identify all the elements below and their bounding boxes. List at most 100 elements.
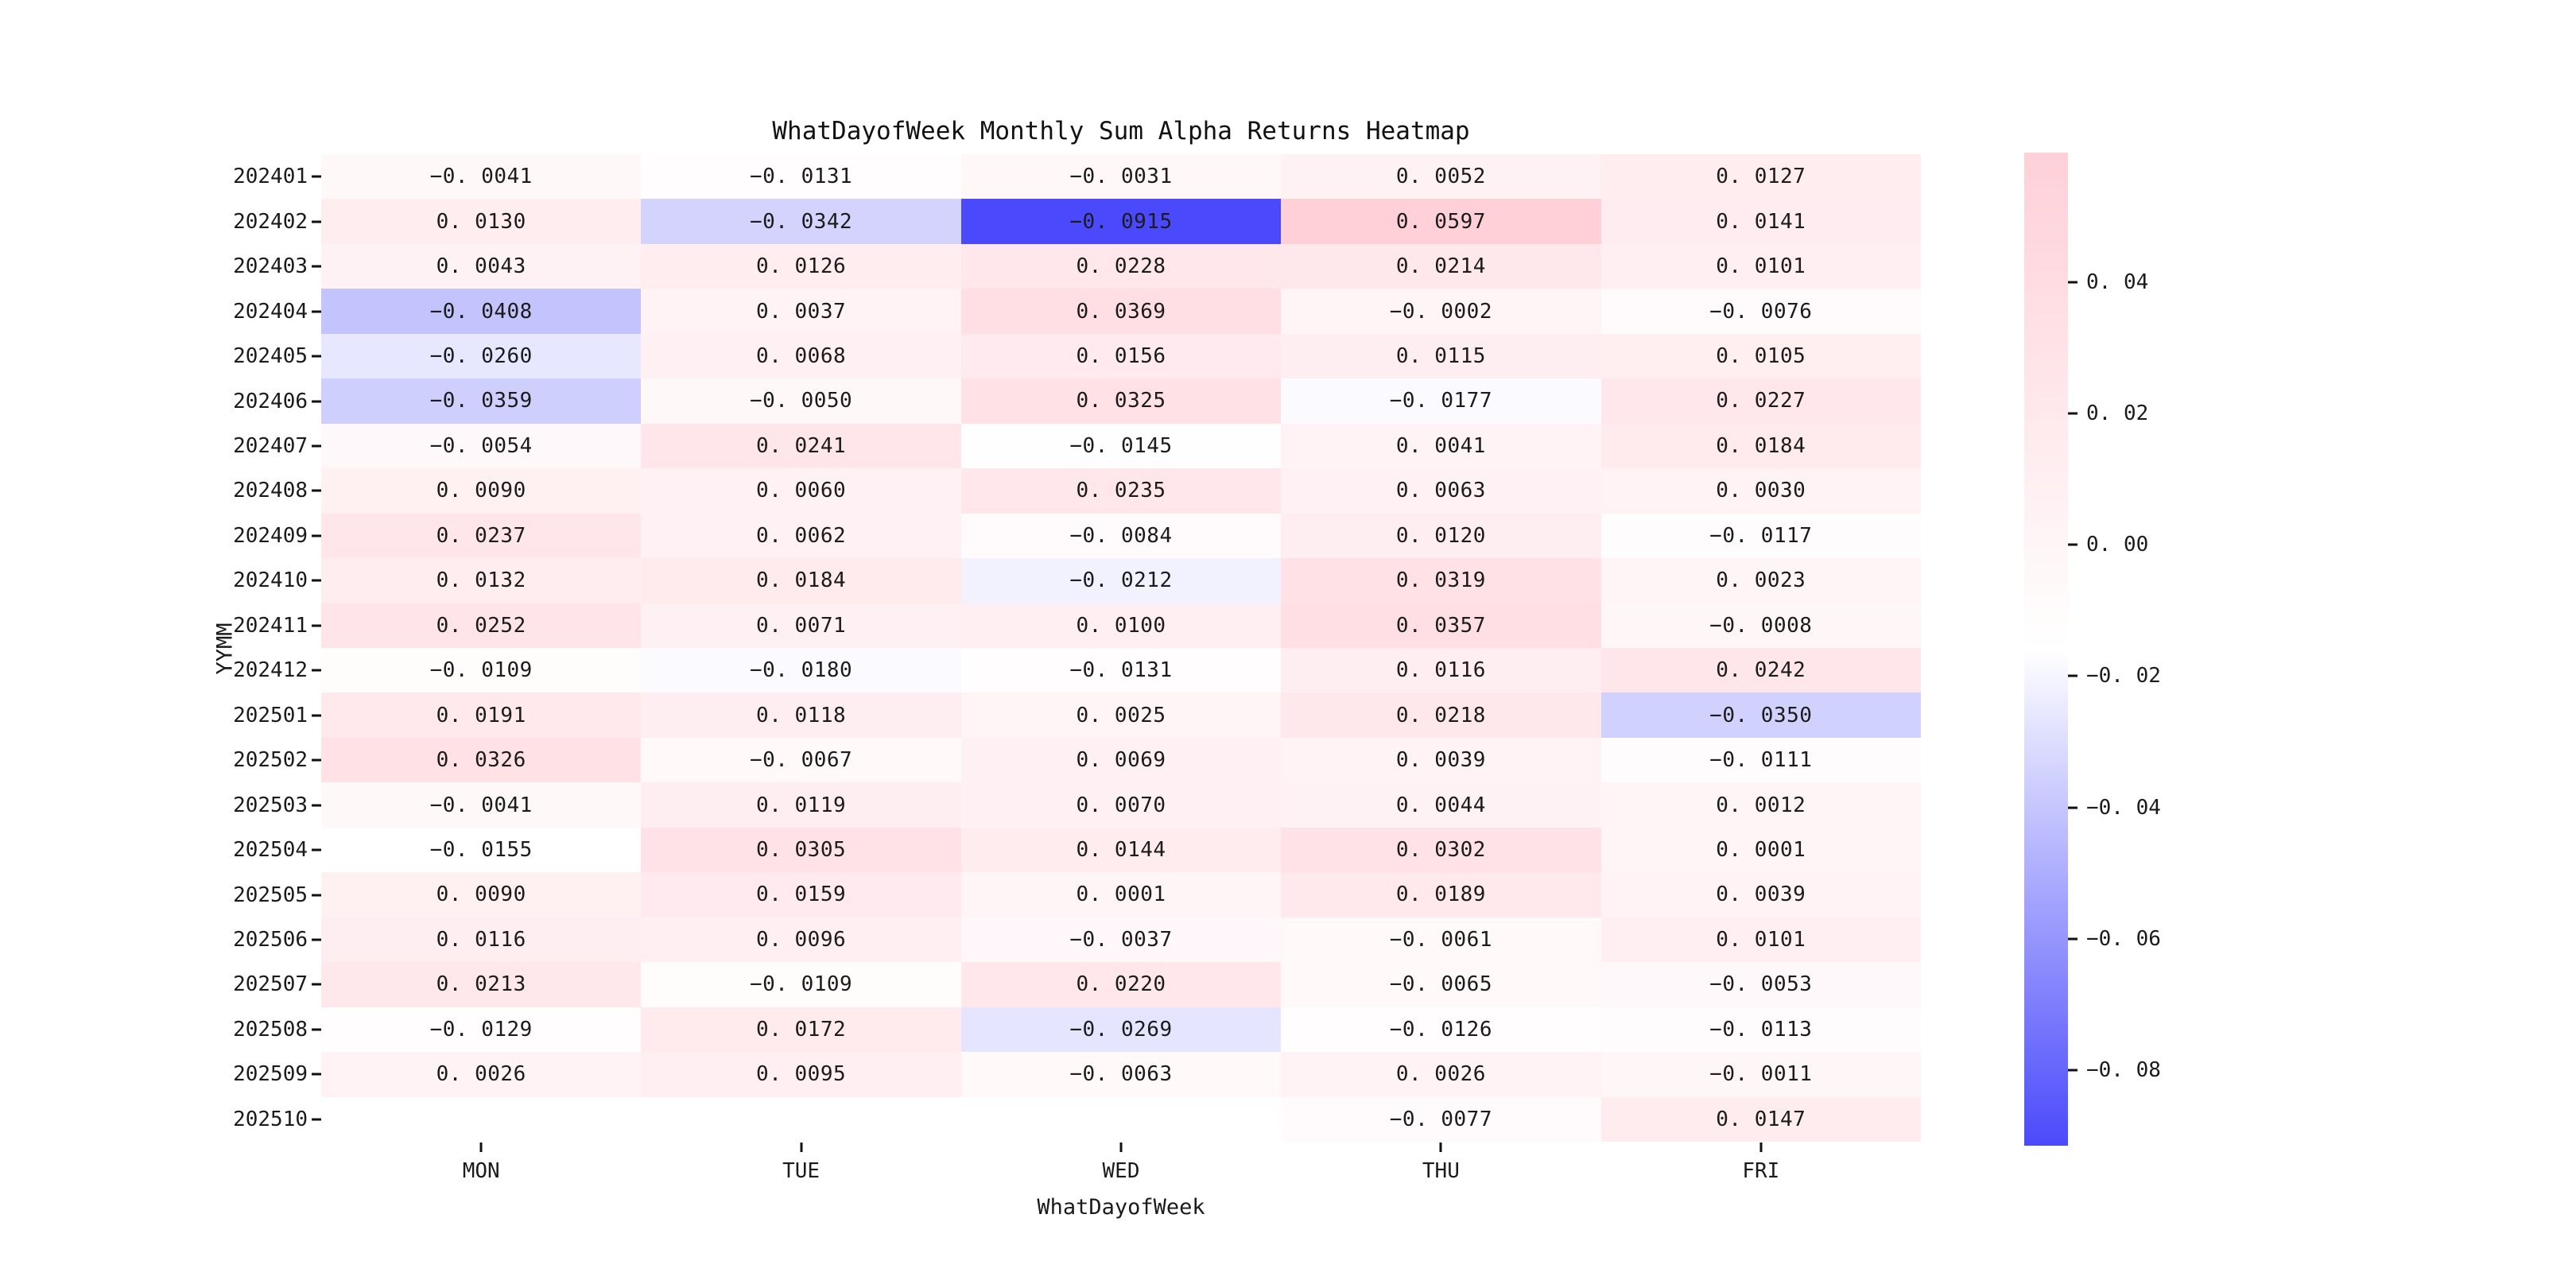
ytick-mark — [312, 758, 321, 762]
xtick-label-TUE: TUE — [782, 1159, 821, 1183]
ytick-mark — [312, 669, 321, 672]
heatmap-cell-202510-TUE — [641, 1096, 961, 1142]
heatmap-cell-202405-WED: 0. 0156 — [960, 333, 1282, 379]
heatmap-cell-202507-MON: 0. 0213 — [321, 962, 642, 1007]
heatmap-cell-202509-WED: −0. 0063 — [960, 1052, 1282, 1097]
colorbar-tick-label-0.02: 0. 02 — [2086, 401, 2149, 425]
heatmap-cell-202501-FRI: −0. 0350 — [1600, 692, 1921, 738]
colorbar-tick-mark — [2068, 674, 2077, 677]
ytick-label-202508: 202508 — [233, 1017, 308, 1042]
heatmap-cell-202407-MON: −0. 0054 — [321, 423, 642, 469]
heatmap-cell-202406-FRI: 0. 0227 — [1600, 378, 1921, 424]
ytick-mark — [312, 400, 321, 402]
ytick-label-202405: 202405 — [233, 344, 308, 369]
heatmap-cell-202507-THU: −0. 0065 — [1281, 962, 1601, 1007]
heatmap-cell-202503-FRI: 0. 0012 — [1600, 782, 1921, 828]
heatmap-cell-202501-THU: 0. 0218 — [1281, 692, 1601, 738]
ytick-mark — [312, 848, 321, 852]
heatmap-cell-202409-TUE: 0. 0062 — [641, 513, 961, 559]
heatmap-cell-202501-TUE: 0. 0118 — [641, 692, 961, 738]
heatmap-cell-202407-FRI: 0. 0184 — [1600, 423, 1921, 469]
heatmap-cell-202409-MON: 0. 0237 — [321, 513, 642, 559]
ytick-mark — [312, 983, 321, 986]
ytick-mark — [312, 1073, 321, 1076]
heatmap-cell-202411-THU: 0. 0357 — [1281, 603, 1601, 648]
heatmap-cell-202411-MON: 0. 0252 — [321, 603, 642, 648]
heatmap-cell-202401-THU: 0. 0052 — [1281, 154, 1601, 200]
ytick-mark — [312, 894, 321, 896]
heatmap-cell-202510-FRI: 0. 0147 — [1600, 1096, 1921, 1142]
heatmap-cell-202501-WED: 0. 0025 — [960, 692, 1282, 738]
heatmap-cell-202401-WED: −0. 0031 — [960, 154, 1282, 200]
heatmap-cell-202402-TUE: −0. 0342 — [641, 199, 961, 244]
heatmap-cell-202403-WED: 0. 0228 — [960, 243, 1282, 289]
ytick-label-202402: 202402 — [233, 209, 308, 234]
heatmap-cell-202402-FRI: 0. 0141 — [1600, 199, 1921, 244]
heatmap-cell-202504-MON: −0. 0155 — [321, 827, 642, 873]
heatmap-cell-202510-WED — [960, 1096, 1282, 1142]
heatmap-cell-202407-WED: −0. 0145 — [960, 423, 1282, 469]
heatmap-cell-202409-WED: −0. 0084 — [960, 513, 1282, 559]
heatmap-cell-202411-WED: 0. 0100 — [960, 603, 1282, 648]
heatmap-cell-202404-TUE: 0. 0037 — [641, 289, 961, 334]
heatmap-cell-202508-FRI: −0. 0113 — [1600, 1007, 1921, 1053]
ytick-mark — [312, 175, 321, 178]
heatmap-cell-202508-TUE: 0. 0172 — [641, 1007, 961, 1053]
colorbar-tick-mark — [2068, 281, 2077, 284]
heatmap-grid: −0. 0041 −0. 0131 −0. 0031 0. 0052 0. 0127 0.… — [321, 154, 1921, 1142]
heatmap-cell-202404-WED: 0. 0369 — [960, 289, 1282, 334]
heatmap-cell-202410-MON: 0. 0132 — [321, 558, 642, 603]
ytick-label-202403: 202403 — [233, 254, 308, 279]
colorbar-tick-label--0.06: −0. 06 — [2086, 926, 2161, 951]
heatmap-cell-202505-WED: 0. 0001 — [960, 872, 1282, 918]
heatmap-cell-202505-FRI: 0. 0039 — [1600, 872, 1921, 918]
ytick-mark — [312, 938, 321, 941]
heatmap-cell-202502-TUE: −0. 0067 — [641, 737, 961, 783]
heatmap-cell-202412-THU: 0. 0116 — [1281, 647, 1601, 693]
colorbar-tick-mark — [2068, 1069, 2077, 1072]
heatmap-cell-202404-THU: −0. 0002 — [1281, 289, 1601, 334]
ytick-mark — [312, 624, 321, 627]
ytick-label-202411: 202411 — [233, 613, 308, 638]
heatmap-cell-202406-MON: −0. 0359 — [321, 378, 642, 424]
xtick-label-MON: MON — [462, 1159, 500, 1183]
xtick-mark — [800, 1143, 803, 1152]
colorbar-tick-label-0.00: 0. 00 — [2086, 533, 2149, 557]
heatmap-cell-202412-MON: −0. 0109 — [321, 647, 642, 693]
heatmap-cell-202408-THU: 0. 0063 — [1281, 468, 1601, 514]
colorbar-gradient — [2024, 153, 2068, 1146]
ytick-label-202505: 202505 — [233, 883, 308, 907]
heatmap-cell-202509-MON: 0. 0026 — [321, 1052, 642, 1097]
xtick-label-THU: THU — [1422, 1159, 1460, 1183]
ytick-mark — [312, 310, 321, 313]
heatmap-cell-202405-TUE: 0. 0068 — [641, 333, 961, 379]
heatmap-cell-202508-MON: −0. 0129 — [321, 1007, 642, 1053]
xtick-mark — [1439, 1143, 1442, 1152]
ytick-label-202506: 202506 — [233, 927, 308, 952]
ytick-label-202404: 202404 — [233, 299, 308, 324]
ytick-mark — [312, 1118, 321, 1121]
colorbar-tick-mark — [2068, 412, 2077, 415]
ytick-label-202501: 202501 — [233, 703, 308, 727]
heatmap-cell-202408-MON: 0. 0090 — [321, 468, 642, 514]
heatmap-cell-202410-FRI: 0. 0023 — [1600, 558, 1921, 603]
heatmap-cell-202506-THU: −0. 0061 — [1281, 917, 1601, 963]
heatmap-cell-202510-THU: −0. 0077 — [1281, 1096, 1601, 1142]
ytick-label-202409: 202409 — [233, 523, 308, 548]
ytick-label-202408: 202408 — [233, 479, 308, 503]
ytick-label-202502: 202502 — [233, 748, 308, 773]
ytick-mark — [312, 1028, 321, 1031]
xtick-label-FRI: FRI — [1742, 1159, 1780, 1183]
colorbar-tick-label-0.04: 0. 04 — [2086, 270, 2149, 294]
ytick-mark — [312, 265, 321, 268]
ytick-label-202407: 202407 — [233, 433, 308, 458]
heatmap-cell-202507-TUE: −0. 0109 — [641, 962, 961, 1007]
heatmap-cell-202410-TUE: 0. 0184 — [641, 558, 961, 603]
heatmap-cell-202403-MON: 0. 0043 — [321, 243, 642, 289]
xtick-mark — [1759, 1143, 1763, 1152]
heatmap-cell-202404-FRI: −0. 0076 — [1600, 289, 1921, 334]
heatmap-cell-202405-THU: 0. 0115 — [1281, 333, 1601, 379]
heatmap-cell-202509-FRI: −0. 0011 — [1600, 1052, 1921, 1097]
heatmap-cell-202509-TUE: 0. 0095 — [641, 1052, 961, 1097]
heatmap-cell-202505-TUE: 0. 0159 — [641, 872, 961, 918]
